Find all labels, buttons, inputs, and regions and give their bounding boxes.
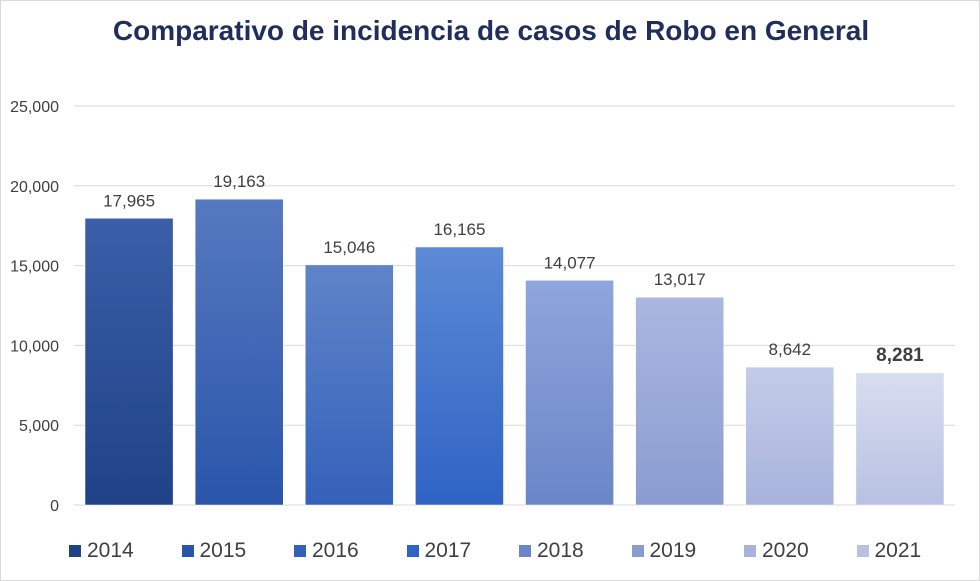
y-tick-label: 20,000 [10,179,59,196]
data-label-2014: 17,965 [103,191,155,210]
legend-item-2020: 2020 [744,539,809,563]
data-label-2018: 14,077 [544,253,596,272]
legend-item-2017: 2017 [406,539,472,563]
data-label-2017: 16,165 [433,220,485,239]
legend-swatch [519,545,531,557]
bar-2020 [745,366,835,506]
legend-label: 2017 [424,539,472,562]
data-label-2021: 8,281 [876,345,924,366]
bar-2015 [194,198,284,506]
legend-label: 2018 [537,539,584,562]
legend-swatch [69,545,81,557]
legend-label: 2021 [874,539,922,562]
legend-swatch [406,545,419,557]
bar-2017 [415,246,504,506]
legend-label: 2020 [762,539,809,562]
y-tick-label: 15,000 [10,259,59,276]
y-tick-label: 5,000 [19,418,59,435]
legend-label: 2016 [312,539,359,562]
legend-item-2018: 2018 [519,539,584,563]
legend-item-2015: 2015 [181,539,247,563]
y-tick-label: 10,000 [10,338,59,355]
legend-item-2014: 2014 [69,539,134,563]
bar-2014 [84,218,174,506]
y-tick-label: 25,000 [10,99,59,116]
bar-2019 [635,296,724,506]
legend-swatch [744,545,756,557]
chart-title: Comparativo de incidencia de casos de Ro… [112,15,870,46]
data-label-2015: 19,163 [213,172,265,191]
data-label-2016: 15,046 [323,238,375,257]
y-tick-label: 0 [50,498,59,515]
bar-2016 [305,264,394,506]
legend-swatch [294,545,306,557]
legend-item-2021: 2021 [856,539,922,563]
data-label-2019: 13,017 [654,270,706,289]
legend-label: 2015 [199,539,247,562]
legend-swatch [631,545,644,557]
legend-item-2019: 2019 [631,539,697,563]
bar-2018 [525,280,614,506]
bar-2021 [855,372,945,506]
chart-legend: 2014 2015 2016 2017 2018 2019 2020 2021 [1,539,980,569]
legend-swatch [856,545,869,557]
data-label-2020: 8,642 [769,340,812,359]
legend-label: 2019 [649,539,697,562]
legend-label: 2014 [87,539,134,562]
legend-swatch [181,545,194,557]
legend-item-2016: 2016 [294,539,359,563]
